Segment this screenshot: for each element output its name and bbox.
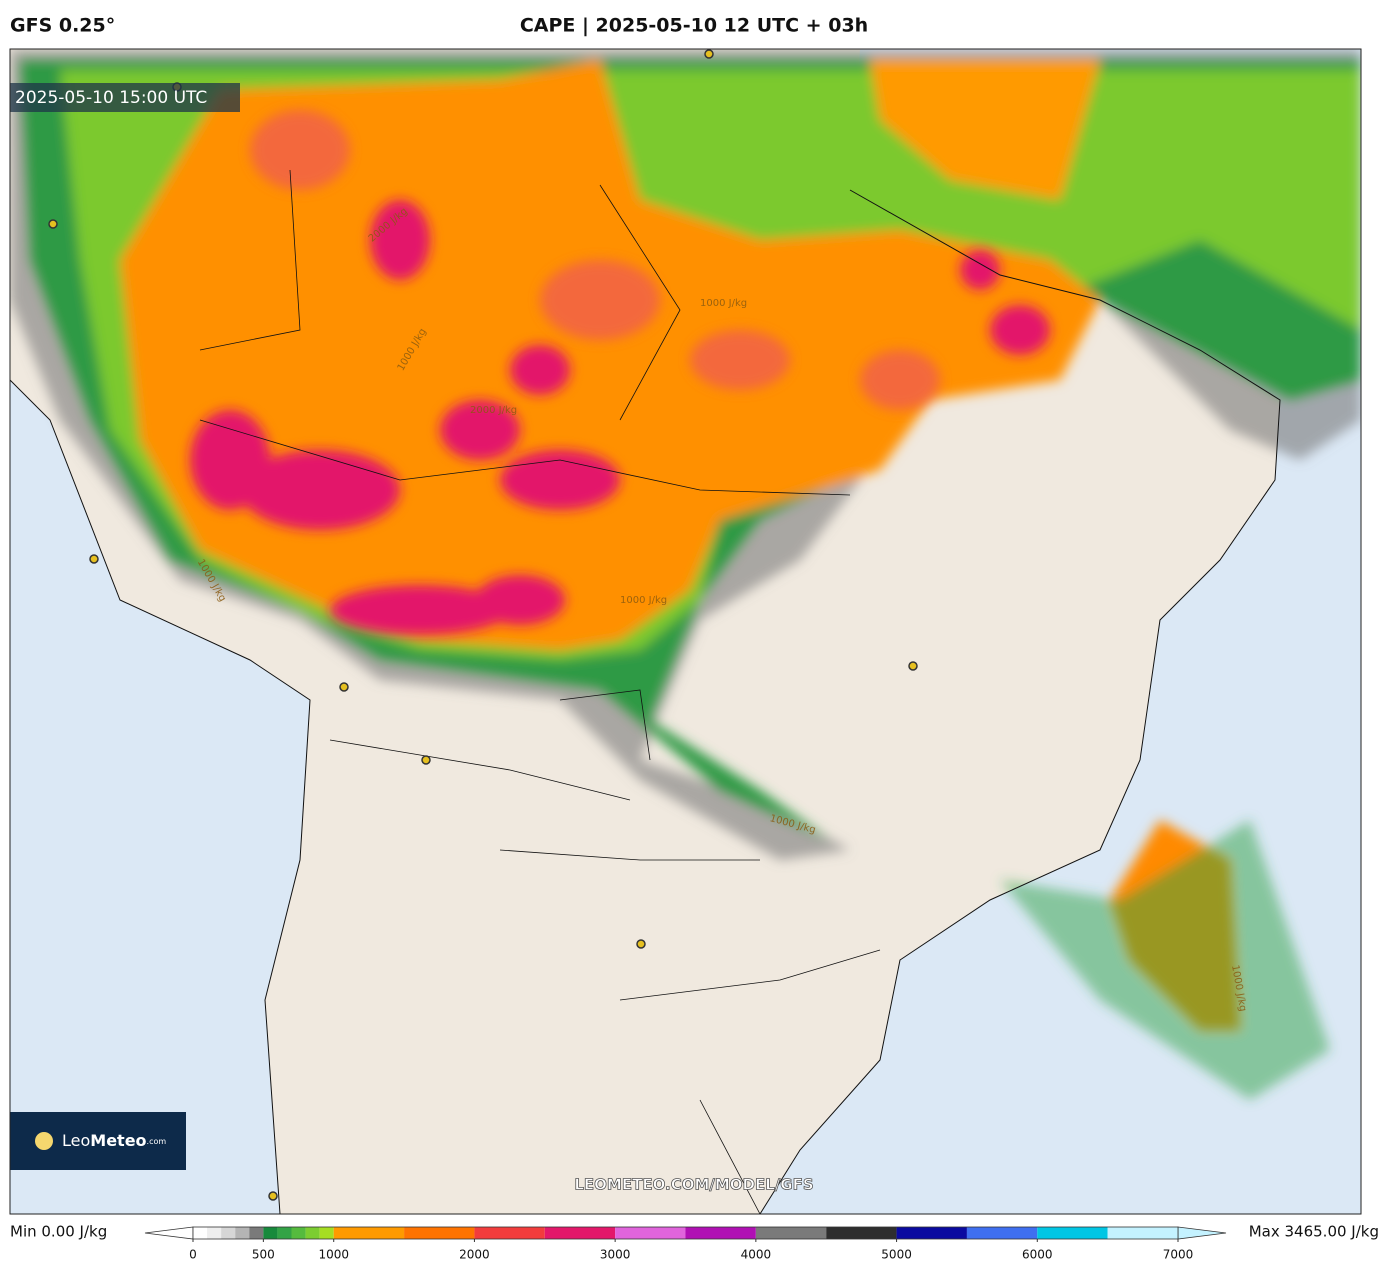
colorbar-tick-label: 500 [252, 1248, 275, 1262]
min-label: Min 0.00 J/kg [10, 1223, 107, 1241]
contour-label: 1000 J/kg [620, 595, 667, 606]
colorbar-segment [685, 1227, 756, 1239]
colorbar-tick-label: 7000 [1163, 1248, 1194, 1262]
colorbar-tick-label: 5000 [881, 1248, 912, 1262]
logo: LeoMeteo.com [62, 1131, 166, 1150]
logo-bold: Meteo [90, 1131, 146, 1150]
model-label: GFS 0.25° [10, 15, 115, 37]
logo-light: Leo [62, 1131, 90, 1150]
colorbar-tick-label: 3000 [600, 1248, 631, 1262]
map-frame [9, 48, 1362, 1215]
colorbar-segment [1037, 1227, 1108, 1239]
contour-label: 2000 J/kg [470, 405, 517, 416]
colorbar-segment [896, 1227, 967, 1239]
colorbar-tick-label: 6000 [1022, 1248, 1053, 1262]
watermark: LEOMETEO.COM/MODEL/GFS [574, 1176, 813, 1194]
colorbar-tick-label: 2000 [459, 1248, 490, 1262]
colorbar-segment [221, 1227, 236, 1239]
colorbar-tick-label: 4000 [741, 1248, 772, 1262]
timestamp: 2025-05-10 15:00 UTC [15, 88, 207, 108]
colorbar-segment [249, 1227, 264, 1239]
colorbar-tick-label: 1000 [318, 1248, 349, 1262]
colorbar-segment [826, 1227, 897, 1239]
colorbar-segment [1107, 1227, 1178, 1239]
colorbar-segment [404, 1227, 475, 1239]
colorbar-extend-max [1177, 1226, 1227, 1240]
map-title: CAPE | 2025-05-10 12 UTC + 03h [520, 15, 868, 37]
colorbar-segment [305, 1227, 320, 1239]
contour-label: 1000 J/kg [700, 298, 747, 309]
colorbar-segment [193, 1227, 208, 1239]
colorbar-frame [192, 1226, 1179, 1240]
colorbar-segment [333, 1227, 405, 1239]
colorbar-segment [615, 1227, 686, 1239]
colorbar-tick-label: 0 [189, 1248, 197, 1262]
colorbar-segment [235, 1227, 250, 1239]
colorbar: 0 500 1000 2000 3000 4000 5000 6000 7000 [144, 1226, 1227, 1262]
logo-suffix: .com [147, 1137, 167, 1146]
colorbar-segment [263, 1227, 278, 1239]
colorbar-segment [319, 1227, 334, 1239]
colorbar-segment [291, 1227, 306, 1239]
max-label: Max 3465.00 J/kg [1249, 1223, 1379, 1241]
colorbar-segment [544, 1227, 616, 1239]
colorbar-segment [207, 1227, 222, 1239]
colorbar-segment [277, 1227, 292, 1239]
colorbar-segment [966, 1227, 1038, 1239]
colorbar-segment [474, 1227, 545, 1239]
colorbar-segment [755, 1227, 827, 1239]
map: 1000 J/kg 2000 J/kg 1000 J/kg 2000 J/kg … [10, 49, 1361, 1214]
colorbar-extend-min [144, 1226, 194, 1240]
